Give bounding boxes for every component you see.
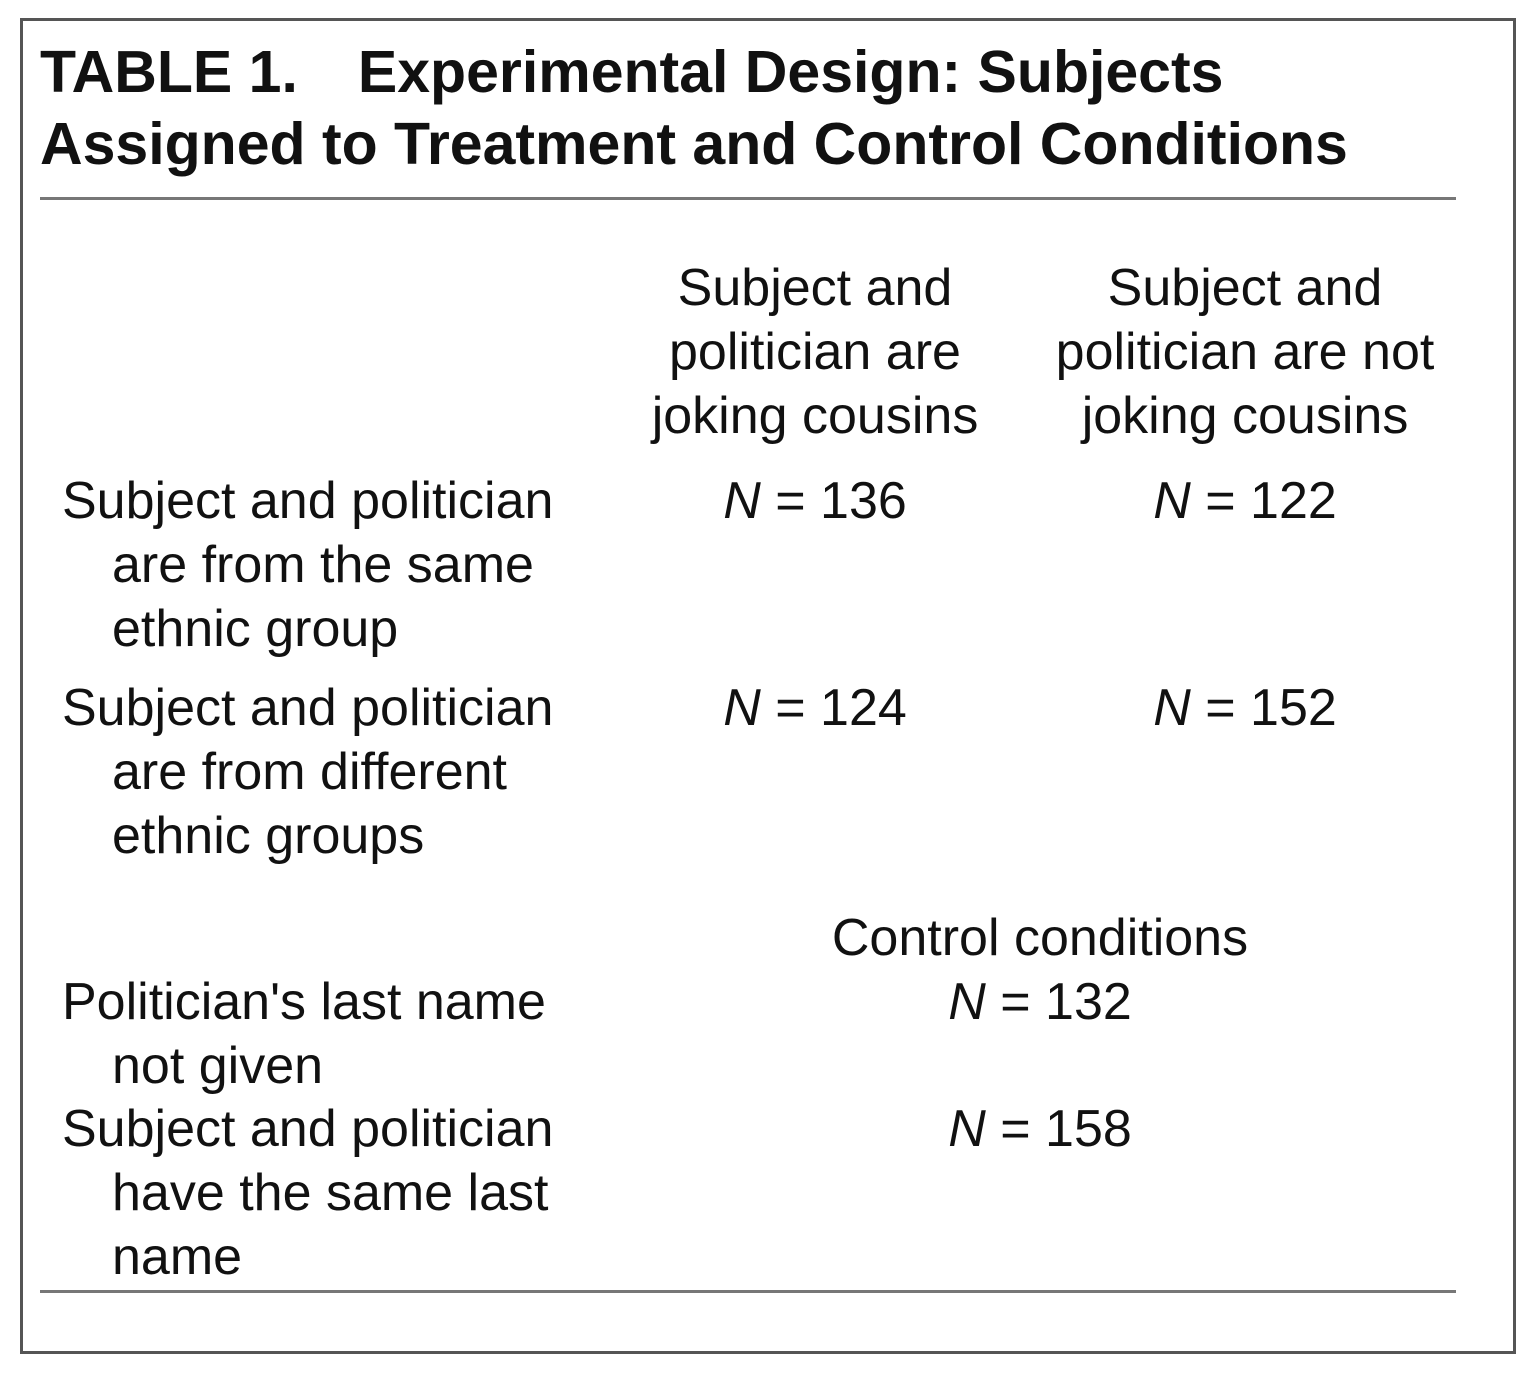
top-rule [40, 197, 1456, 200]
table-label: TABLE 1. [40, 39, 298, 105]
cell-same-ethnic-not-joking: N = 122 [1153, 472, 1337, 530]
table-title: TABLE 1. Experimental Design: Subjects As… [40, 36, 1480, 180]
cell-different-ethnic-not-joking: N = 152 [1153, 679, 1337, 737]
cell-last-name-not-given: N = 132 [948, 973, 1132, 1031]
table-frame [20, 18, 1516, 1354]
column-header-joking-cousins: Subject and politician are joking cousin… [651, 259, 979, 445]
column-header-not-joking-cousins: Subject and politician are not joking co… [1055, 259, 1435, 445]
row-label-different-ethnic-groups: Subject and politician are from differen… [62, 679, 554, 865]
cell-different-ethnic-joking: N = 124 [723, 679, 907, 737]
control-conditions-header: Control conditions [831, 909, 1249, 967]
row-label-same-last-name: Subject and politician have the same las… [62, 1100, 554, 1286]
bottom-rule [40, 1290, 1456, 1293]
table-caption: Experimental Design: Subjects Assigned t… [40, 39, 1348, 177]
cell-same-ethnic-joking: N = 136 [723, 472, 907, 530]
cell-same-last-name: N = 158 [948, 1100, 1132, 1158]
row-label-same-ethnic-group: Subject and politician are from the same… [62, 472, 554, 658]
row-label-last-name-not-given: Politician's last name not given [62, 973, 546, 1095]
